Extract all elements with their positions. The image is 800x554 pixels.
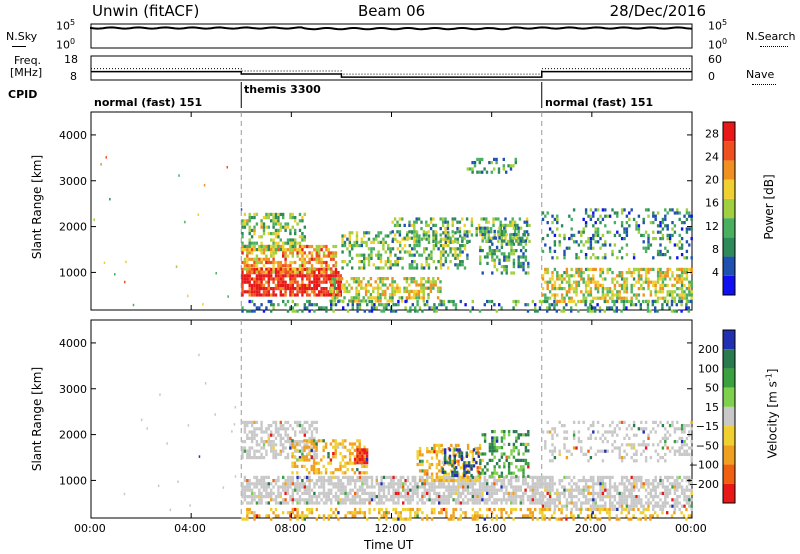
time-tick-label: 00:00 [74,522,106,535]
time-tick-label: 16:00 [474,522,507,535]
beam-title: Beam 06 [358,2,426,20]
velocity-colorbar-swatch [723,330,735,350]
sky-tick-left-top: 105 [56,18,76,33]
power-colorbar-swatch [723,218,735,238]
power-colorbar-swatch [723,237,735,257]
velocity-colorbar-tick: 200 [698,343,719,356]
nave-label: Nave [746,68,775,81]
cpid-segment-1: normal (fast) 151 [94,96,203,109]
power-colorbar-tick: 4 [712,266,719,279]
power-colorbar-swatch [723,179,735,199]
power-colorbar-frame [722,121,736,296]
freq-tick-top: 18 [64,53,78,66]
velocity-colorbar-swatch [723,483,735,503]
velocity-colorbar-tick: −15 [696,420,719,433]
velocity-colorbar-swatch [723,426,735,446]
velocity-ylabel: Slant Range [km] [30,366,44,472]
freq-label: Freq. [14,54,42,67]
power-colorbar-label: Power [dB] [762,174,776,240]
sky-left-label: N.Sky [6,30,38,43]
nave-tick-bottom: 0 [708,70,715,83]
velocity-ytick-label: 4000 [59,337,87,350]
velocity-ytick-label: 1000 [59,474,87,487]
freq-unit-label: [MHz] [10,66,43,79]
velocity-colorbar-tick: 100 [698,362,719,375]
sky-tick-right-top: 105 [708,18,728,33]
station-title: Unwin (fitACF) [92,2,200,20]
power-ytick-label: 1000 [59,266,87,279]
time-tick-label: 00:00 [675,522,707,535]
sky-legend-line [12,46,26,47]
velocity-colorbar-swatch [723,349,735,369]
velocity-colorbar-swatch [723,464,735,484]
time-tick-label: 08:00 [274,522,307,535]
velocity-colorbar-swatch [723,406,735,427]
freq-line [91,70,692,78]
power-colorbar-swatch [723,160,735,180]
sky-tick-left-bottom: 100 [56,37,76,52]
power-colorbar-swatch [723,198,735,219]
velocity-ytick-label: 3000 [59,383,87,396]
velocity-colorbar-tick: −200 [689,478,719,491]
time-tick-label: 04:00 [174,522,206,535]
sky-tick-right-bottom: 100 [708,37,728,52]
power-colorbar-swatch [723,275,735,295]
velocity-colorbar-tick: 15 [705,401,719,414]
velocity-colorbar-tick: −100 [689,459,719,472]
sky-noise-line [90,26,693,31]
power-ylabel: Slant Range [km] [30,154,44,260]
power-colorbar-tick: 12 [705,220,719,233]
time-tick-label: 12:00 [374,522,407,535]
power-colorbar-swatch [723,122,735,142]
velocity-colorbar-swatch [723,387,735,407]
cpid-segment-2: themis 3300 [244,83,321,96]
sky-frame [90,23,693,49]
power-colorbar-tick: 20 [705,174,719,187]
velocity-colorbar-label: Velocity [m s-1] [764,368,780,459]
power-cells [93,156,693,313]
velocity-colorbar-swatch [723,445,735,465]
velocity-colorbar-tick: 50 [705,382,719,395]
power-colorbar-tick: 16 [705,197,719,210]
velocity-ytick-label: 2000 [59,429,87,442]
cpid-segment-3: normal (fast) 151 [545,96,654,109]
power-colorbar-tick: 28 [705,128,719,141]
time-tick-label: 20:00 [574,522,607,535]
nave-line [91,68,692,75]
freq-tick-bottom: 8 [70,70,77,83]
velocity-cells [123,353,693,521]
date-title: 28/Dec/2016 [609,2,706,20]
time-xlabel: Time UT [364,538,414,552]
nave-tick-top: 60 [708,53,722,66]
power-colorbar-tick: 8 [712,243,719,256]
power-ytick-label: 4000 [59,129,87,142]
freq-frame [90,55,693,81]
search-legend-line [760,46,788,47]
power-colorbar-swatch [723,256,735,276]
velocity-colorbar-frame [722,329,736,504]
cpid-label: CPID [8,88,38,101]
nave-legend-line [752,84,776,85]
power-colorbar-swatch [723,141,735,161]
power-colorbar-tick: 24 [705,151,719,164]
power-ytick-label: 3000 [59,175,87,188]
velocity-colorbar-tick: −50 [696,439,719,452]
power-ytick-label: 2000 [59,221,87,234]
sky-right-label: N.Search [746,30,796,43]
velocity-colorbar-swatch [723,368,735,388]
